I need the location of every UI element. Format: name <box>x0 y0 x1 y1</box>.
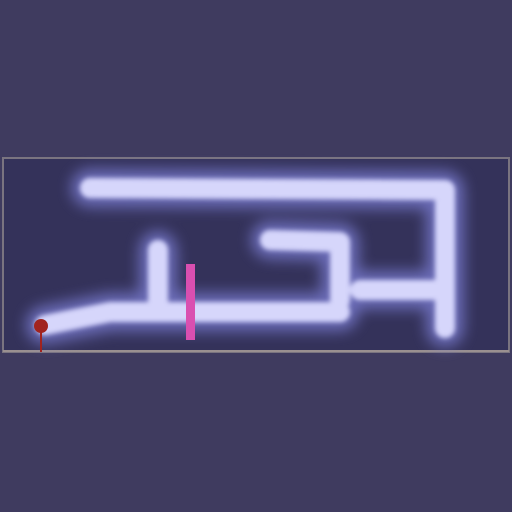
player-ball[interactable] <box>34 319 48 333</box>
maze-path-core <box>35 178 455 338</box>
pink-barrier <box>186 264 195 340</box>
